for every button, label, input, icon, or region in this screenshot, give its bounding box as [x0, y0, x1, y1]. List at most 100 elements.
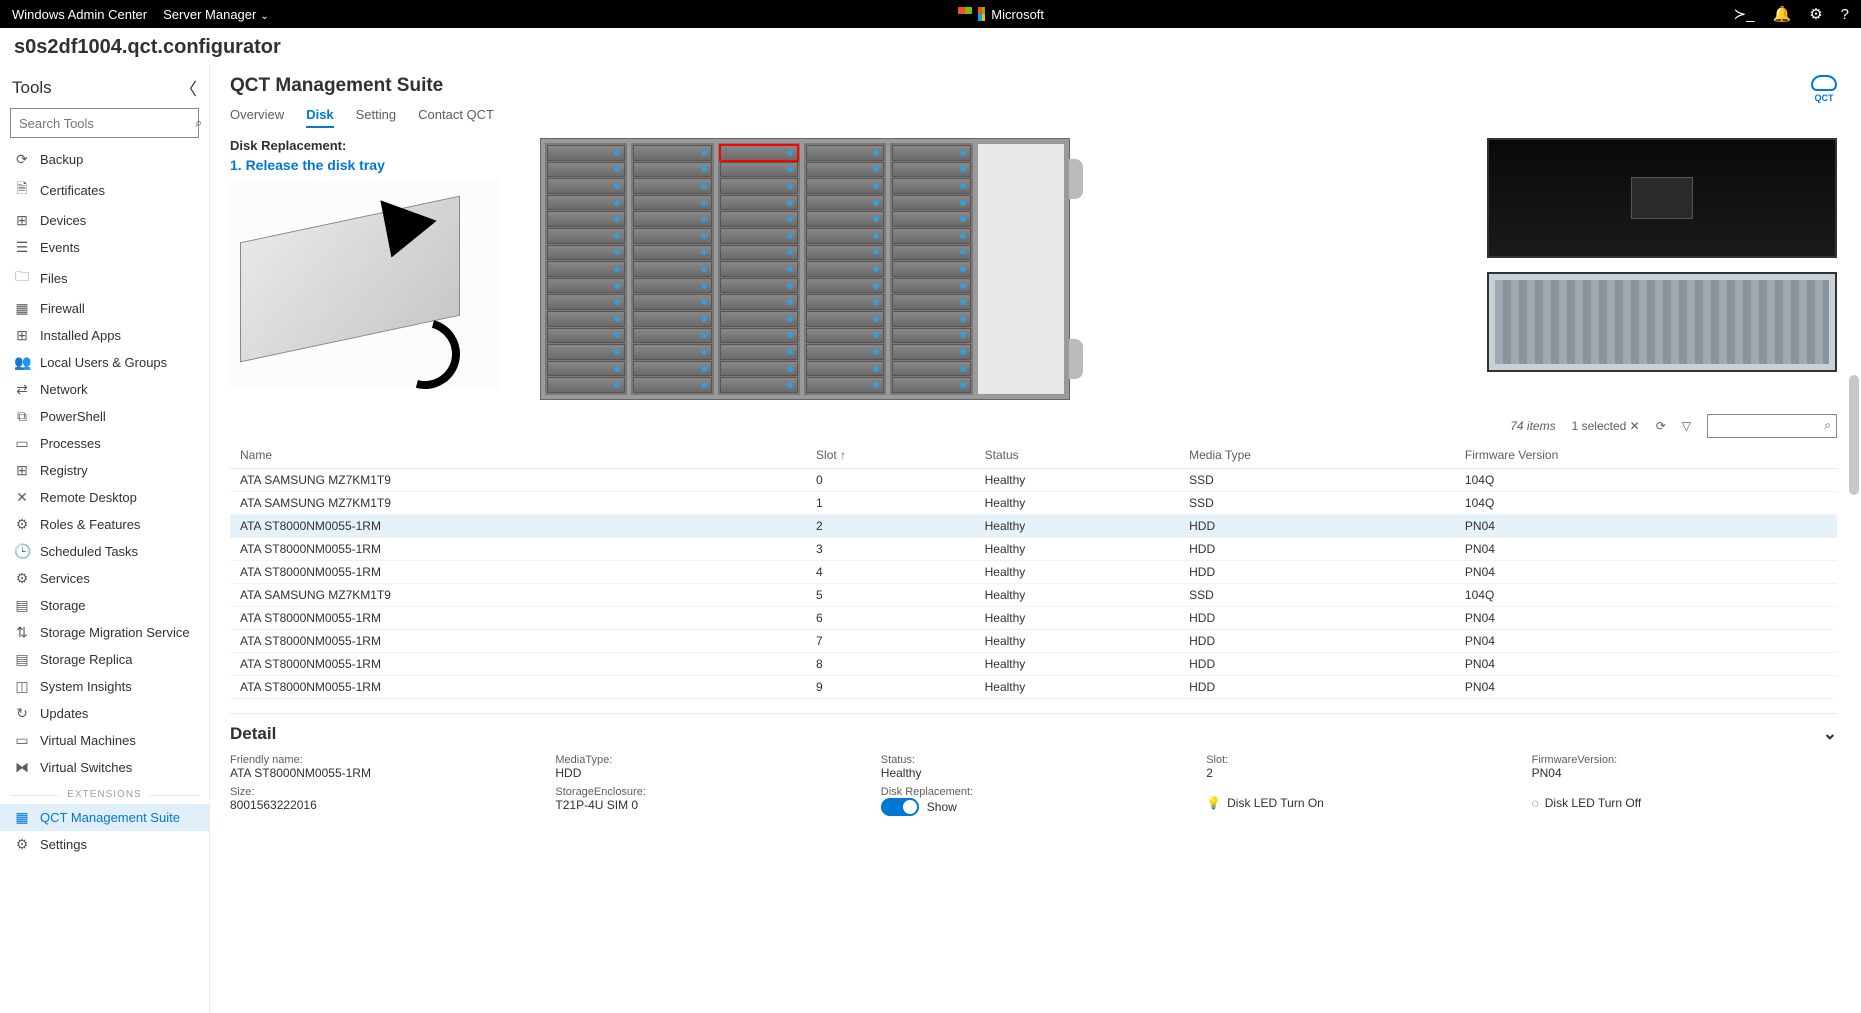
- bay-slot[interactable]: [547, 245, 625, 261]
- sidebar-item-local-users-groups[interactable]: 👥Local Users & Groups: [0, 349, 209, 376]
- bay-slot[interactable]: [547, 228, 625, 244]
- table-row[interactable]: ATA ST8000NM0055-1RM7HealthyHDDPN04: [230, 630, 1837, 653]
- collapse-icon[interactable]: 〈: [180, 75, 197, 100]
- bay-slot[interactable]: [892, 344, 970, 360]
- bay-slot[interactable]: [547, 145, 625, 161]
- sidebar-item-backup[interactable]: ⟳Backup: [0, 146, 209, 173]
- sidebar-item-qct-management-suite[interactable]: ▦QCT Management Suite: [0, 804, 209, 831]
- bay-slot[interactable]: [806, 278, 884, 294]
- bay-slot[interactable]: [720, 261, 798, 277]
- sidebar-item-registry[interactable]: ⊞Registry: [0, 457, 209, 484]
- bay-slot[interactable]: [892, 261, 970, 277]
- bay-slot[interactable]: [547, 361, 625, 377]
- bay-slot[interactable]: [547, 344, 625, 360]
- bay-slot[interactable]: [547, 195, 625, 211]
- collapse-detail-icon[interactable]: ⌄: [1823, 724, 1837, 744]
- chassis-front-thumb[interactable]: [1487, 138, 1837, 258]
- bay-slot[interactable]: [633, 178, 711, 194]
- bay-slot[interactable]: [633, 361, 711, 377]
- refresh-icon[interactable]: ⟳: [1656, 419, 1666, 433]
- bay-slot[interactable]: [806, 162, 884, 178]
- bay-slot[interactable]: [633, 245, 711, 261]
- sidebar-item-virtual-switches[interactable]: ⧓Virtual Switches: [0, 754, 209, 781]
- sidebar-item-virtual-machines[interactable]: ▭Virtual Machines: [0, 727, 209, 754]
- bay-slot[interactable]: [806, 211, 884, 227]
- bay-slot[interactable]: [547, 261, 625, 277]
- sidebar-item-roles-features[interactable]: ⚙Roles & Features: [0, 511, 209, 538]
- selected-count[interactable]: 1 selected ✕: [1572, 419, 1640, 433]
- bay-slot[interactable]: [892, 178, 970, 194]
- bay-slot[interactable]: [633, 344, 711, 360]
- sidebar-item-files[interactable]: 🗀Files: [0, 261, 209, 295]
- bay-slot[interactable]: [633, 377, 711, 393]
- bay-slot[interactable]: [806, 294, 884, 310]
- bay-slot[interactable]: [806, 328, 884, 344]
- sidebar-item-devices[interactable]: ⊞Devices: [0, 207, 209, 234]
- table-row[interactable]: ATA ST8000NM0055-1RM6HealthyHDDPN04: [230, 607, 1837, 630]
- sidebar-item-system-insights[interactable]: ◫System Insights: [0, 673, 209, 700]
- bay-slot[interactable]: [720, 211, 798, 227]
- help-icon[interactable]: ?: [1841, 6, 1849, 23]
- bay-slot[interactable]: [547, 162, 625, 178]
- table-row[interactable]: ATA ST8000NM0055-1RM8HealthyHDDPN04: [230, 653, 1837, 676]
- bay-slot[interactable]: [547, 294, 625, 310]
- tab-setting[interactable]: Setting: [356, 107, 396, 128]
- bay-slot[interactable]: [547, 211, 625, 227]
- table-row[interactable]: ATA ST8000NM0055-1RM4HealthyHDDPN04: [230, 561, 1837, 584]
- terminal-icon[interactable]: ≻_: [1734, 5, 1755, 23]
- server-manager-menu[interactable]: Server Manager⌄: [163, 7, 269, 22]
- bay-slot[interactable]: [633, 195, 711, 211]
- table-row[interactable]: ATA ST8000NM0055-1RM2HealthyHDDPN04: [230, 515, 1837, 538]
- sidebar-item-storage-migration-service[interactable]: ⇅Storage Migration Service: [0, 619, 209, 646]
- bay-slot[interactable]: [720, 178, 798, 194]
- sidebar-item-scheduled-tasks[interactable]: 🕒Scheduled Tasks: [0, 538, 209, 565]
- sidebar-item-services[interactable]: ⚙Services: [0, 565, 209, 592]
- repl-toggle[interactable]: Show: [881, 798, 957, 816]
- sidebar-item-powershell[interactable]: ⧉PowerShell: [0, 403, 209, 430]
- bay-slot[interactable]: [720, 294, 798, 310]
- bay-slot[interactable]: [892, 228, 970, 244]
- bay-slot[interactable]: [892, 294, 970, 310]
- bay-slot[interactable]: [892, 145, 970, 161]
- led-off-button[interactable]: ◌Disk LED Turn Off: [1532, 786, 1837, 819]
- bay-slot[interactable]: [633, 261, 711, 277]
- bay-slot[interactable]: [806, 377, 884, 393]
- table-row[interactable]: ATA ST8000NM0055-1RM3HealthyHDDPN04: [230, 538, 1837, 561]
- bay-slot[interactable]: [633, 228, 711, 244]
- bay-slot[interactable]: [892, 361, 970, 377]
- scrollbar-thumb[interactable]: [1849, 375, 1859, 495]
- bay-slot[interactable]: [720, 278, 798, 294]
- led-on-button[interactable]: 💡Disk LED Turn On: [1206, 786, 1511, 819]
- bay-slot[interactable]: [720, 328, 798, 344]
- bay-slot[interactable]: [547, 377, 625, 393]
- sidebar-item-installed-apps[interactable]: ⊞Installed Apps: [0, 322, 209, 349]
- column-header[interactable]: Slot ↑: [806, 442, 975, 469]
- chassis-rear-thumb[interactable]: [1487, 272, 1837, 372]
- app-name[interactable]: Windows Admin Center: [12, 7, 147, 22]
- sidebar-item-firewall[interactable]: ▦Firewall: [0, 295, 209, 322]
- table-row[interactable]: ATA ST8000NM0055-1RM9HealthyHDDPN04: [230, 676, 1837, 699]
- bay-slot[interactable]: [720, 361, 798, 377]
- tab-contact-qct[interactable]: Contact QCT: [418, 107, 494, 128]
- bay-slot[interactable]: [892, 211, 970, 227]
- table-row[interactable]: ATA SAMSUNG MZ7KM1T95HealthySSD104Q: [230, 584, 1837, 607]
- bay-slot[interactable]: [633, 211, 711, 227]
- bay-slot[interactable]: [892, 377, 970, 393]
- column-header[interactable]: Name: [230, 442, 806, 469]
- table-row[interactable]: ATA SAMSUNG MZ7KM1T90HealthySSD104Q: [230, 469, 1837, 492]
- bay-slot[interactable]: [633, 162, 711, 178]
- sidebar-item-storage-replica[interactable]: ▤Storage Replica: [0, 646, 209, 673]
- sidebar-item-storage[interactable]: ▤Storage: [0, 592, 209, 619]
- bay-slot[interactable]: [547, 328, 625, 344]
- bay-slot[interactable]: [806, 195, 884, 211]
- sidebar-item-updates[interactable]: ↻Updates: [0, 700, 209, 727]
- bay-slot[interactable]: [720, 311, 798, 327]
- bay-slot[interactable]: [547, 311, 625, 327]
- bay-slot[interactable]: [547, 178, 625, 194]
- bay-slot[interactable]: [806, 361, 884, 377]
- tab-disk[interactable]: Disk: [306, 107, 333, 128]
- bay-slot[interactable]: [806, 311, 884, 327]
- bay-slot[interactable]: [892, 245, 970, 261]
- column-header[interactable]: Firmware Version: [1455, 442, 1837, 469]
- bay-slot[interactable]: [892, 278, 970, 294]
